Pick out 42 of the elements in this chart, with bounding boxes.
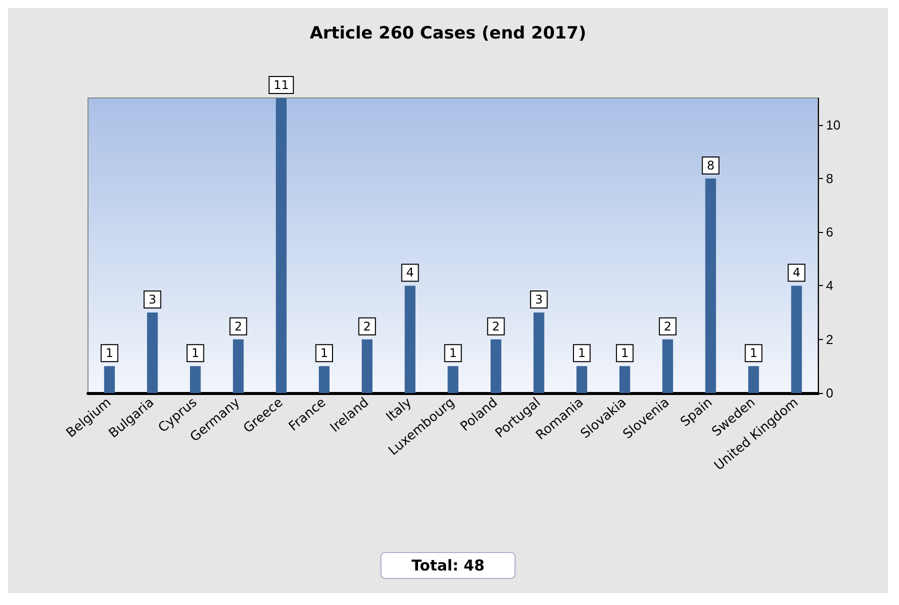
bar <box>232 339 244 393</box>
data-label: 1 <box>750 346 758 360</box>
data-label: 4 <box>406 266 414 280</box>
bar <box>490 339 502 393</box>
bar <box>104 366 115 393</box>
bar <box>748 366 759 393</box>
bar <box>791 286 802 393</box>
bar <box>619 366 630 393</box>
data-label: 1 <box>320 346 328 360</box>
bar <box>362 339 372 393</box>
bar <box>318 366 330 393</box>
data-label: 1 <box>449 346 457 360</box>
chart-title: Article 260 Cases (end 2017) <box>310 24 586 44</box>
data-label: 2 <box>234 319 242 334</box>
data-label: 1 <box>620 346 629 360</box>
bar <box>190 366 201 393</box>
data-label: 2 <box>363 319 371 334</box>
bar <box>448 366 458 393</box>
data-label: 1 <box>578 346 586 360</box>
data-label: 4 <box>792 266 800 280</box>
data-label: 3 <box>535 292 543 307</box>
bar <box>404 286 416 393</box>
bar <box>534 312 544 393</box>
data-label: 2 <box>492 319 500 334</box>
data-label: 2 <box>664 319 672 334</box>
text: Total: 48 <box>411 556 485 574</box>
bar <box>576 366 588 393</box>
y-tick-label: 4 <box>826 278 834 294</box>
y-tick-label: 0 <box>826 386 834 400</box>
y-tick-label: 10 <box>826 117 840 132</box>
y-tick-label: 8 <box>826 170 834 186</box>
data-label: 8 <box>706 158 714 172</box>
data-label: 1 <box>106 346 114 360</box>
data-label: 3 <box>148 292 156 307</box>
bar <box>276 98 287 393</box>
data-label: 11 <box>274 78 289 92</box>
bar <box>705 178 716 393</box>
y-tick-label: 6 <box>826 224 834 240</box>
bar <box>147 312 158 393</box>
bar <box>662 339 674 393</box>
data-label: 1 <box>192 346 200 360</box>
y-tick-label: 2 <box>826 332 834 347</box>
